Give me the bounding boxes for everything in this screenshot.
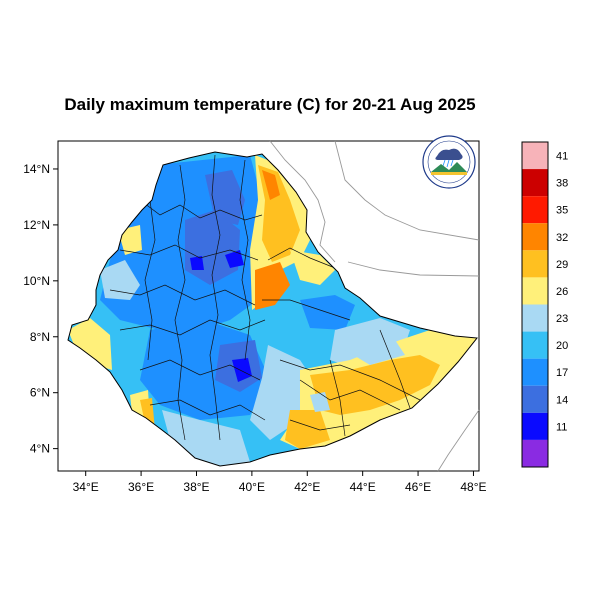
colorbar-label: 20 (556, 340, 568, 352)
temperature-colorbar: 41 38 35 32 29 26 23 20 17 14 11 (521, 141, 568, 468)
ethiopian-meteorology-institute-logo (422, 135, 476, 189)
colorbar-swatch (522, 439, 548, 467)
admin-boundaries (109, 154, 421, 441)
colorbar-label: 29 (556, 259, 568, 271)
neighbour-coastlines (269, 140, 480, 472)
colorbar-frame (521, 141, 549, 468)
lon-tick-label: 38°E (183, 480, 209, 494)
lon-tick-label: 42°E (294, 480, 320, 494)
colorbar-swatch (522, 169, 548, 197)
lon-tick-label: 36°E (128, 480, 154, 494)
colorbar-label: 38 (556, 178, 568, 190)
colorbar-swatch (522, 196, 548, 224)
colorbar-label: 11 (556, 421, 567, 433)
colorbar-swatch (522, 223, 548, 251)
lon-tick-label: 40°E (239, 480, 265, 494)
colorbar-label: 35 (556, 205, 568, 217)
lon-tick-label: 34°E (73, 480, 99, 494)
plot-frame (57, 140, 480, 472)
lon-tick-label: 44°E (350, 480, 376, 494)
latitude-ticks: 14°N 12°N 10°N 8°N 6°N 4°N (23, 162, 58, 456)
temperature-field (68, 152, 477, 466)
colorbar-label: 14 (556, 394, 568, 406)
country-outline (67, 151, 478, 467)
lat-tick-label: 4°N (30, 442, 50, 456)
lat-tick-label: 8°N (30, 330, 50, 344)
lon-tick-label: 48°E (460, 480, 486, 494)
colorbar-swatch (522, 250, 548, 278)
colorbar-label: 17 (556, 367, 568, 379)
lat-tick-label: 10°N (23, 274, 50, 288)
colorbar-swatch (522, 277, 548, 305)
map-title: Daily maximum temperature (C) for 20-21 … (64, 95, 476, 114)
colorbar-swatch (522, 385, 548, 413)
lon-tick-label: 46°E (405, 480, 431, 494)
colorbar-swatch (522, 142, 548, 170)
lat-tick-label: 12°N (23, 218, 50, 232)
colorbar-swatch (522, 412, 548, 440)
lat-tick-label: 6°N (30, 386, 50, 400)
colorbar-swatch (522, 358, 548, 386)
colorbar-label: 32 (556, 232, 568, 244)
colorbar-label: 41 (556, 151, 568, 163)
lat-tick-label: 14°N (23, 162, 50, 176)
longitude-ticks: 34°E 36°E 38°E 40°E 42°E 44°E 46°E 48°E (73, 471, 487, 494)
colorbar-label: 23 (556, 313, 568, 325)
colorbar-swatch (522, 331, 548, 359)
colorbar-label: 26 (556, 286, 568, 298)
colorbar-swatch (522, 304, 548, 332)
